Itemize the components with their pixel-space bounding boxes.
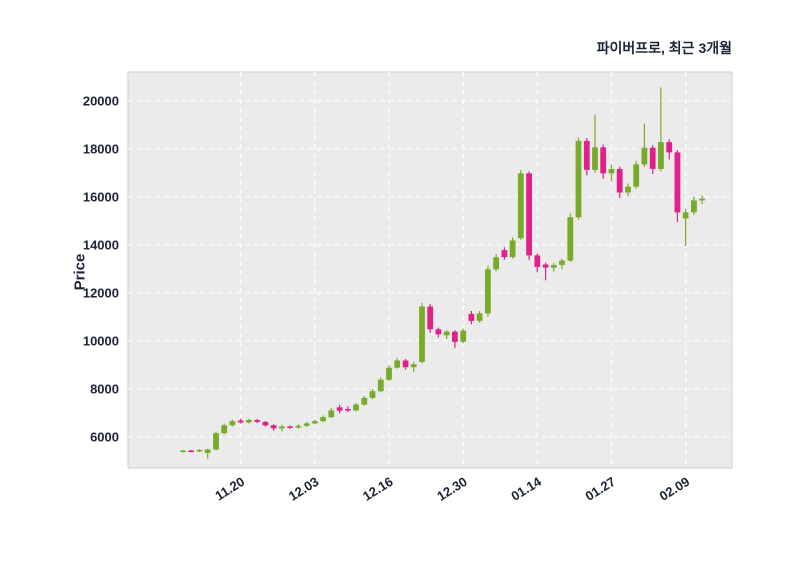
x-tick-label: 12.30 [434, 474, 470, 504]
x-tick-label: 01.27 [583, 474, 619, 504]
candle-down [526, 173, 532, 256]
y-tick-label: 16000 [83, 189, 119, 204]
candle-down [583, 140, 590, 170]
candle-down [649, 147, 656, 169]
candle-up [213, 433, 219, 450]
plot-background [127, 71, 733, 469]
candle-down [254, 420, 261, 422]
candle-up [476, 313, 483, 321]
candle-up [361, 397, 368, 405]
candle-up [320, 417, 326, 422]
candle-up [353, 404, 359, 411]
candle-down [427, 306, 434, 330]
x-tick-label: 12.16 [360, 474, 396, 504]
candle-up [575, 140, 582, 218]
candle-down [542, 264, 549, 268]
candle-up [204, 449, 211, 453]
x-tick-label: 01.14 [508, 473, 544, 503]
candle-up [196, 450, 203, 452]
candle-down [600, 147, 607, 174]
candle-up [550, 265, 557, 268]
candle-up [443, 331, 450, 336]
candle-up [517, 173, 524, 239]
candle-up [682, 212, 689, 219]
x-tick-label: 11.20 [212, 474, 247, 504]
candle-down [270, 425, 277, 429]
candle-up [303, 423, 310, 426]
candle-up [377, 379, 384, 392]
candle-up [279, 426, 285, 429]
y-tick-label: 20000 [83, 93, 119, 108]
candle-down [435, 329, 442, 335]
y-tick-label: 14000 [83, 237, 119, 252]
candle-down [287, 426, 293, 428]
candle-up [419, 306, 425, 362]
candle-up [394, 360, 401, 368]
candle-down [674, 152, 681, 213]
y-tick-label: 12000 [83, 285, 119, 300]
y-tick-label: 18000 [83, 141, 119, 156]
candle-up [386, 367, 392, 380]
candle-up [229, 421, 236, 426]
x-tick-label: 12.03 [286, 474, 322, 504]
candle-up [509, 240, 516, 258]
candle-up [699, 198, 705, 201]
candle-down [336, 407, 343, 411]
candle-up [246, 420, 252, 423]
candle-down [237, 420, 244, 423]
candle-up [328, 410, 335, 418]
candle-down [501, 250, 508, 258]
candle-down [344, 409, 351, 411]
candle-up [641, 147, 648, 165]
candle-up [221, 425, 228, 434]
candle-up [369, 391, 376, 398]
candle-down [534, 255, 541, 267]
candle-up [567, 217, 574, 261]
chart-title: 파이버프로, 최근 3개월 [596, 40, 732, 56]
candle-up [180, 450, 186, 452]
candle-up [559, 260, 565, 265]
y-tick-label: 8000 [90, 381, 119, 396]
candle-up [460, 330, 467, 342]
candle-up [592, 147, 598, 170]
candle-down [402, 360, 409, 368]
candle-up [410, 364, 417, 368]
candle-up [633, 164, 640, 187]
candle-down [616, 169, 623, 193]
x-tick-label: 02.09 [657, 474, 693, 504]
candle-down [452, 331, 458, 342]
y-tick-label: 6000 [90, 429, 119, 444]
candle-up [493, 257, 499, 270]
candle-up [311, 421, 318, 424]
candle-up [608, 169, 615, 174]
y-axis-label: Price [71, 253, 89, 291]
candle-up [295, 425, 302, 428]
candle-down [262, 421, 269, 426]
y-tick-label: 10000 [83, 333, 119, 348]
candle-down [468, 313, 475, 321]
candle-up [485, 269, 491, 314]
candle-up [658, 142, 664, 169]
candle-up [691, 200, 697, 213]
candle-up [625, 186, 631, 193]
candle-down [188, 450, 195, 452]
candle-down [666, 142, 673, 153]
